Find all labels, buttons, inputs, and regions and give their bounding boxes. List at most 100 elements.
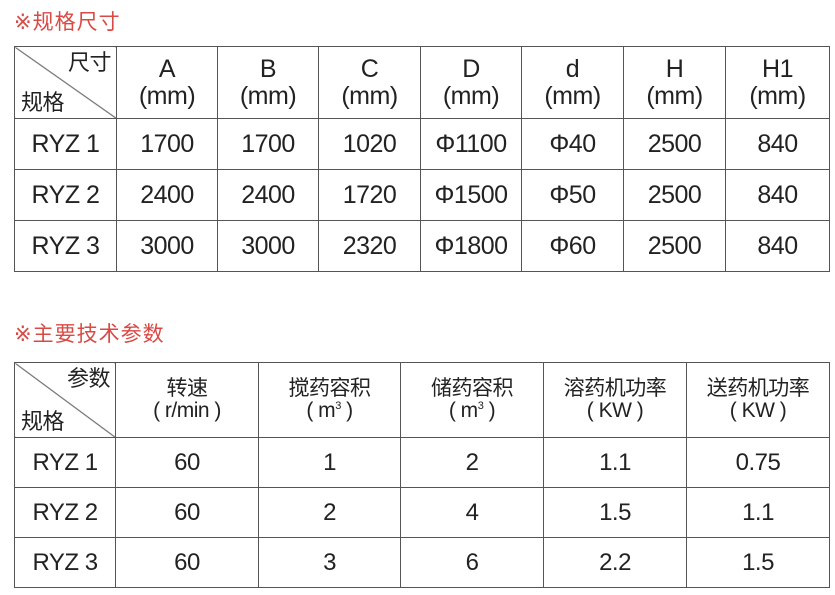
column-header: H (mm) [623,46,726,119]
table-cell: Φ1100 [420,118,522,170]
table-cell: 3000 [217,220,319,272]
header-row: 尺寸 规格 A (mm) B (mm) C (mm) D (mm) d (mm) H (mm) H1 (m… [14,46,830,119]
table-row: RYZ 2 2400 2400 1720 Φ1500 Φ50 2500 840 [14,169,830,221]
table-cell: 2 [258,487,401,538]
unit-text-end: ) [483,399,496,422]
table-row: RYZ 3 60 3 6 2.2 1.5 [14,537,830,588]
column-unit: (mm) [117,81,217,110]
column-header: C (mm) [318,46,421,119]
table-cell: 2400 [217,169,319,221]
column-header: d (mm) [521,46,624,119]
column-header: 溶药机功率( KW ) [543,362,687,438]
table-cell: 840 [725,220,830,272]
corner-bottom-label: 规格 [21,89,65,115]
unit-text: ( KW ) [729,399,787,422]
unit-text: (mm) [239,81,297,110]
corner-header-cell: 尺寸 规格 [14,46,117,119]
table-cell: 1 [258,437,401,488]
column-unit: ( KW ) [687,399,829,422]
table-cell: 1700 [217,118,319,170]
table-cell: Φ50 [521,169,624,221]
column-name: 送药机功率 [706,376,810,400]
table-cell: 60 [115,437,259,488]
column-header: 送药机功率( KW ) [686,362,830,438]
table-row: RYZ 1 60 1 2 1.1 0.75 [14,437,830,488]
table-cell: 2400 [116,169,218,221]
header-row: 参数 规格 转速( r/min ) 搅药容积( m3 ) 储药容积( m3 ) 溶药机… [14,362,830,438]
column-name: D [462,55,480,84]
unit-text: ( m [306,399,336,422]
model-cell: RYZ 1 [14,118,117,170]
column-header: H1 (mm) [725,46,830,119]
column-name: C [360,55,379,84]
column-unit: (mm) [218,81,318,110]
table-cell: 2500 [623,118,726,170]
table-cell: 0.75 [686,437,830,488]
unit-text: (mm) [646,81,703,110]
model-cell: RYZ 3 [14,220,117,272]
column-unit: ( m3 ) [259,399,400,422]
table-cell: 840 [725,169,830,221]
unit-text: ( r/min ) [153,399,221,422]
table-cell: 1.5 [686,537,830,588]
table-cell: Φ40 [521,118,624,170]
table-row: RYZ 1 1700 1700 1020 Φ1100 Φ40 2500 840 [14,118,830,170]
column-unit: (mm) [726,81,829,110]
unit-superscript: 3 [477,400,484,412]
table-row: RYZ 2 60 2 4 1.5 1.1 [14,487,830,538]
table-cell: 3 [258,537,401,588]
column-unit: (mm) [319,81,420,110]
table-cell: 840 [725,118,830,170]
table-cell: 1.5 [543,487,687,538]
table-cell: 2500 [623,220,726,272]
table-cell: 6 [400,537,544,588]
unit-text: (mm) [341,81,398,110]
table-cell: 60 [115,487,259,538]
column-name: 搅药容积 [288,376,372,400]
table-cell: 2.2 [543,537,687,588]
column-unit: (mm) [624,81,725,110]
column-unit: (mm) [522,82,623,109]
table-cell: 2320 [318,220,421,272]
column-name: A [158,55,176,84]
table-cell: 1.1 [686,487,830,538]
column-header: 转速( r/min ) [115,362,259,438]
model-cell: RYZ 1 [14,437,116,488]
table-cell: 1720 [318,169,421,221]
unit-text: (mm) [138,81,196,110]
corner-top-label: 参数 [66,366,111,391]
section-title-dimensions: ※规格尺寸 [14,11,121,34]
unit-text: ( m [448,399,478,422]
section-title-parameters: ※主要技术参数 [14,323,165,346]
column-header: 储药容积( m3 ) [400,362,544,438]
table-cell: 2 [400,437,544,488]
unit-superscript: 3 [335,400,341,412]
unit-text: (mm) [442,81,500,110]
table-cell: Φ1800 [420,220,522,272]
parameters-table: 参数 规格 转速( r/min ) 搅药容积( m3 ) 储药容积( m3 ) 溶药机… [14,362,830,588]
unit-text: (mm) [749,81,806,110]
table-cell: 1700 [116,118,218,170]
column-unit: ( m3 ) [401,399,543,422]
table-cell: 4 [400,487,544,538]
column-name: 溶药机功率 [563,376,667,400]
dimensions-table: 尺寸 规格 A (mm) B (mm) C (mm) D (mm) d (mm) H (mm) H1 (m… [14,46,830,272]
column-name: H1 [762,55,793,84]
table-cell: 1.1 [543,437,687,488]
table-cell: 3000 [116,220,218,272]
model-cell: RYZ 3 [14,537,116,588]
model-cell: RYZ 2 [14,169,117,221]
unit-text-end: ) [340,399,353,422]
column-name: 转速 [166,376,209,400]
column-header: D (mm) [420,46,522,119]
column-name: H [665,55,684,84]
column-unit: ( r/min ) [116,399,258,422]
corner-top-label: 尺寸 [67,50,112,75]
column-name: d [565,55,580,84]
column-unit: (mm) [421,81,521,110]
corner-header-cell: 参数 规格 [14,362,116,438]
column-name: 储药容积 [431,376,514,400]
table-cell: 2500 [623,169,726,221]
corner-bottom-label: 规格 [21,408,65,434]
column-header: 搅药容积( m3 ) [258,362,401,438]
